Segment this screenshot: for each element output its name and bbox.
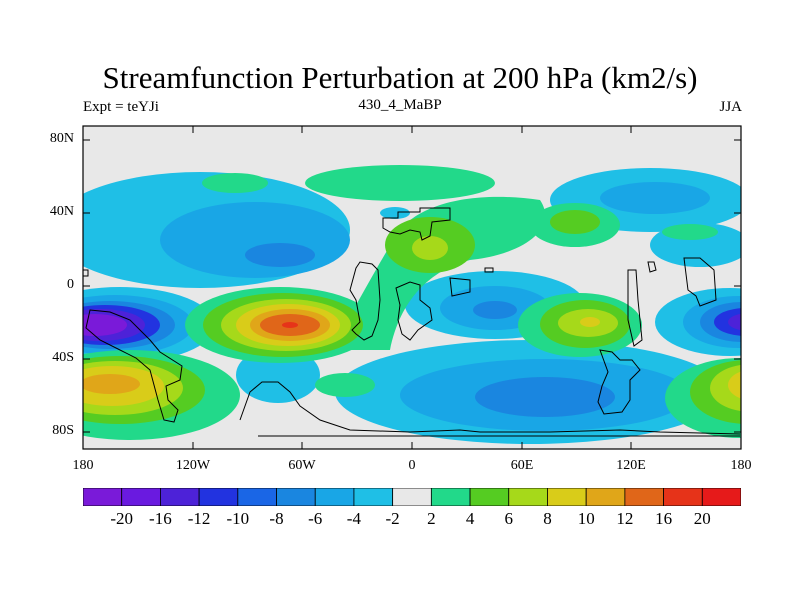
contour-blob (83, 314, 127, 336)
contour-blob (473, 301, 517, 319)
plot-title: Streamfunction Perturbation at 200 hPa (… (102, 60, 698, 95)
colorbar-label: 12 (616, 509, 634, 528)
colorbar-box (314, 488, 355, 506)
coastline (382, 207, 451, 241)
colorbar-box (198, 488, 239, 506)
contour-blob (282, 322, 298, 328)
contour-blob (475, 377, 615, 417)
x-tick-label: 120E (616, 458, 646, 473)
contour-blob (700, 302, 741, 342)
x-tick-label: 120W (175, 458, 211, 473)
contour-blob (710, 364, 741, 412)
colorbar-box (237, 488, 277, 506)
colorbar-label: 4 (465, 509, 475, 528)
colorbar-box (430, 488, 471, 506)
colorbar-box (160, 488, 200, 506)
y-tick-label: 40N (49, 204, 74, 219)
colorbar-label: 16 (655, 509, 673, 528)
contour-blob (160, 202, 350, 278)
x-tick-label: 180 (72, 458, 94, 473)
colorbar (83, 488, 741, 506)
colorbar-label: 8 (543, 509, 552, 528)
contour-blob (412, 236, 448, 260)
colorbar-label: -6 (308, 509, 323, 528)
contour-blob (728, 371, 741, 399)
coastline (349, 261, 381, 341)
experiment-label: Expt = teYJi (83, 99, 159, 115)
coastline (683, 257, 717, 307)
colorbar-label: 10 (577, 509, 595, 528)
x-tick-label: 0 (408, 458, 416, 473)
colorbar-label: 20 (693, 509, 711, 528)
contour-blob (550, 210, 600, 234)
contour-blob (315, 373, 375, 397)
season-label: JJA (719, 99, 742, 115)
colorbar-box (276, 488, 316, 506)
coastline (597, 349, 641, 415)
coastline (647, 261, 657, 273)
coastline (627, 269, 643, 347)
colorbar-box (83, 488, 123, 506)
positive-anomalies (83, 165, 741, 440)
contour-blob (83, 374, 140, 394)
coastline (484, 267, 494, 273)
colorbar-label: -8 (269, 509, 284, 528)
negative-anomalies (83, 168, 741, 444)
coastline (85, 309, 183, 423)
contour-blob (245, 243, 315, 267)
coastlines (83, 207, 741, 437)
coastline (395, 281, 433, 341)
contour-blob (580, 317, 600, 327)
colorbar-label: -16 (149, 509, 172, 528)
colorbar-label: 6 (504, 509, 514, 528)
colorbar-box (701, 488, 741, 506)
contour-blob (662, 224, 718, 240)
y-tick-label: 0 (67, 277, 74, 292)
x-tick-label: 180 (730, 458, 752, 473)
x-tick-label: 60W (288, 458, 316, 473)
colorbar-label: -2 (385, 509, 400, 528)
colorbar-box (353, 488, 394, 506)
colorbar-label: -10 (226, 509, 250, 528)
colorbar-box (469, 488, 510, 506)
y-tick-label: 80N (49, 131, 74, 146)
x-tick-label: 60E (510, 458, 534, 473)
contour-blob (714, 308, 741, 336)
axis-ticks (83, 126, 741, 449)
colorbar-label: 2 (427, 509, 436, 528)
contour-field (83, 165, 741, 444)
colorbar-box (392, 488, 432, 506)
contour-blob (330, 196, 546, 350)
contour-blob (305, 165, 495, 201)
coastline (449, 277, 471, 297)
colorbar-box (624, 488, 664, 506)
colorbar-box (121, 488, 161, 506)
contour-blob (202, 173, 268, 193)
contour-blob (380, 207, 410, 219)
colorbar-label: -4 (346, 509, 361, 528)
coastline (83, 269, 89, 277)
y-tick-label: 80S (52, 423, 74, 438)
colorbar-label: -20 (110, 509, 134, 528)
colorbar-box (547, 488, 587, 506)
contour-blob (728, 313, 741, 331)
coastline (239, 381, 741, 435)
y-tick-label: 40S (52, 350, 74, 365)
case-label: 430_4_MaBP (358, 97, 442, 113)
contour-blob (600, 182, 710, 214)
colorbar-box (508, 488, 548, 506)
colorbar-label: -12 (187, 509, 211, 528)
colorbar-box (663, 488, 703, 506)
colorbar-box (585, 488, 626, 506)
